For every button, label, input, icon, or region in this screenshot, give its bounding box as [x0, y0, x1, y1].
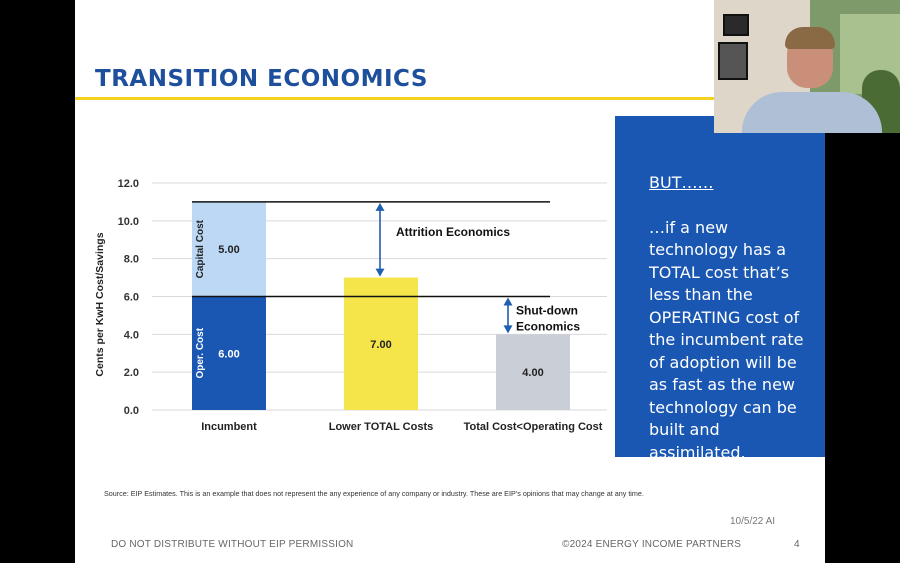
y-tick-label: 10.0	[118, 216, 139, 228]
source-footnote: Source: EIP Estimates. This is an exampl…	[104, 489, 644, 498]
y-tick-label: 8.0	[124, 254, 139, 266]
reference-lines	[192, 201, 550, 298]
shutdown-arrow-head-up	[503, 297, 513, 306]
date-stamp: 10/5/22 AI	[730, 516, 776, 527]
slide-title: TRANSITION ECONOMICS	[95, 66, 428, 92]
shutdown-economics-label-2: Economics	[516, 320, 580, 334]
label-layer: 0.0 2.0 4.0 6.0 8.0 10.0 12.0 Cents per KwH Cos…	[94, 178, 603, 433]
y-tick-label: 6.0	[124, 292, 139, 304]
footer-disclaimer: DO NOT DISTRIBUTE WITHOUT EIP PERMISSION	[111, 539, 354, 550]
bar-layer	[192, 201, 570, 410]
data-label: 5.00	[218, 244, 239, 256]
y-tick-label: 2.0	[124, 367, 139, 379]
webcam-picture-frame	[718, 42, 748, 80]
callout-box: BUT…… …if a new technology has a TOTAL c…	[615, 116, 825, 462]
webcam-presenter-hair	[785, 27, 835, 49]
cost-chart: 0.0 2.0 4.0 6.0 8.0 10.0 12.0 Cents per KwH Cos…	[94, 178, 607, 433]
page-number: 4	[794, 539, 800, 550]
x-category-label: Incumbent	[201, 421, 257, 433]
data-label: 7.00	[370, 339, 391, 351]
webcam-picture-frame	[723, 14, 749, 36]
webcam-presenter-shirt	[742, 92, 882, 133]
bar-operating-0	[192, 296, 266, 410]
webcam-video	[714, 0, 900, 133]
bar-operating-1	[344, 277, 418, 410]
title-rule	[75, 97, 825, 100]
callout-body: …if a new technology has a TOTAL cost th…	[649, 217, 804, 462]
data-label: 4.00	[522, 367, 543, 379]
y-tick-label: 4.0	[124, 329, 139, 341]
bar-operating-2	[496, 334, 570, 410]
shutdown-economics-label-1: Shut-down	[516, 304, 578, 318]
x-category-label: Lower TOTAL Costs	[329, 421, 434, 433]
attrition-economics-label: Attrition Economics	[396, 225, 510, 239]
callout-heading: BUT……	[649, 173, 714, 192]
attrition-arrow-head-up	[375, 202, 385, 211]
annotation-arrows	[375, 202, 513, 334]
slide: TRANSITION ECONOMICS 0.0 2.0 4.0 6.0 8.0 10.0…	[75, 0, 825, 563]
operating-cost-label: Oper. Cost	[195, 327, 206, 378]
capital-cost-label: Capital Cost	[195, 219, 206, 278]
x-category-label: Total Cost<Operating Cost	[464, 421, 603, 433]
shutdown-arrow-head-down	[503, 325, 513, 334]
y-tick-label: 0.0	[124, 405, 139, 417]
y-tick-label: 12.0	[118, 178, 139, 190]
attrition-arrow-head-down	[375, 268, 385, 277]
bar-capital-0	[192, 201, 266, 297]
y-axis-title: Cents per KwH Cost/Savings	[94, 232, 106, 376]
footer-copyright: ©2024 ENERGY INCOME PARTNERS	[562, 539, 742, 550]
data-label: 6.00	[218, 348, 239, 360]
